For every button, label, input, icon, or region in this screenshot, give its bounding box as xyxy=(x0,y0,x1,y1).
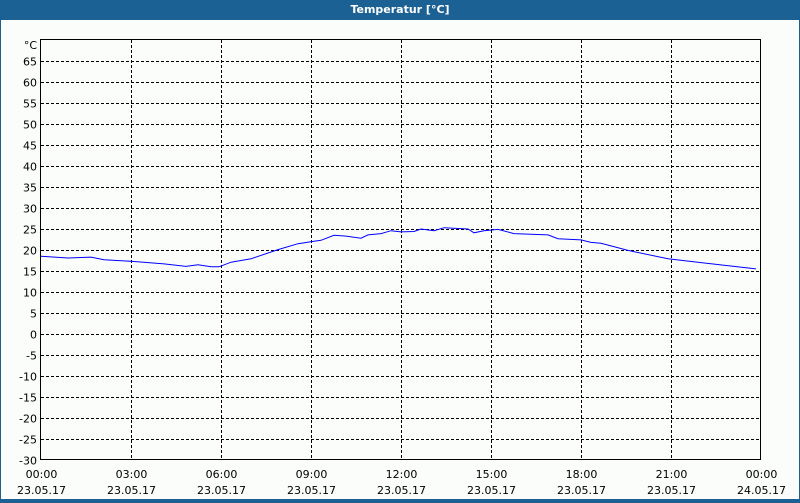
y-tick-label: -20 xyxy=(19,413,37,426)
x-tick-time: 12:00 xyxy=(386,468,418,481)
x-tick-time: 03:00 xyxy=(116,468,148,481)
x-tick-date: 24.05.17 xyxy=(737,484,786,497)
y-tick-label: 50 xyxy=(23,119,37,132)
x-tick-date: 23.05.17 xyxy=(467,484,516,497)
x-tick-time: 00:00 xyxy=(746,468,778,481)
y-tick-label: 55 xyxy=(23,98,37,111)
y-tick-label: 35 xyxy=(23,182,37,195)
y-tick-label: 40 xyxy=(23,161,37,174)
y-tick-label: 10 xyxy=(23,287,37,300)
x-tick-date: 23.05.17 xyxy=(197,484,246,497)
y-tick-label: 15 xyxy=(23,266,37,279)
x-tick-date: 23.05.17 xyxy=(377,484,426,497)
y-tick-label: 0 xyxy=(30,329,37,342)
chart-canvas: -30 -25 -20 -15 -10 -5 0 5 10 15 20 25 30 35 40 45 50 55 6… xyxy=(1,20,799,499)
x-tick-time: 18:00 xyxy=(566,468,598,481)
y-tick-label: 20 xyxy=(23,245,37,258)
y-tick-label: 60 xyxy=(23,77,37,90)
window-title: Temperatur [°C] xyxy=(0,0,800,20)
y-tick-label: -5 xyxy=(26,350,37,363)
y-tick-label: 45 xyxy=(23,140,37,153)
x-tick-time: 00:00 xyxy=(26,468,58,481)
y-tick-label: -10 xyxy=(19,371,37,384)
y-tick-label: -30 xyxy=(19,455,37,468)
y-tick-label: 65 xyxy=(23,56,37,69)
x-tick-time: 21:00 xyxy=(656,468,688,481)
x-tick-date: 23.05.17 xyxy=(647,484,696,497)
temperature-chart: -30 -25 -20 -15 -10 -5 0 5 10 15 20 25 30 35 40 45 50 55 6… xyxy=(17,39,786,497)
x-tick-time: 15:00 xyxy=(476,468,508,481)
x-tick-time: 09:00 xyxy=(296,468,328,481)
y-tick-label: 5 xyxy=(30,308,37,321)
y-tick-label: 25 xyxy=(23,224,37,237)
x-tick-date: 23.05.17 xyxy=(107,484,156,497)
x-tick-date: 23.05.17 xyxy=(17,484,66,497)
plot-frame xyxy=(40,39,761,460)
x-tick-date: 23.05.17 xyxy=(287,484,336,497)
y-tick-label: -15 xyxy=(19,392,37,405)
y-axis-unit-label: °C xyxy=(24,39,38,52)
x-tick-time: 06:00 xyxy=(206,468,238,481)
y-tick-label: -25 xyxy=(19,434,37,447)
temperature-series-line xyxy=(40,227,757,270)
y-tick-label: 30 xyxy=(23,203,37,216)
x-tick-date: 23.05.17 xyxy=(557,484,606,497)
